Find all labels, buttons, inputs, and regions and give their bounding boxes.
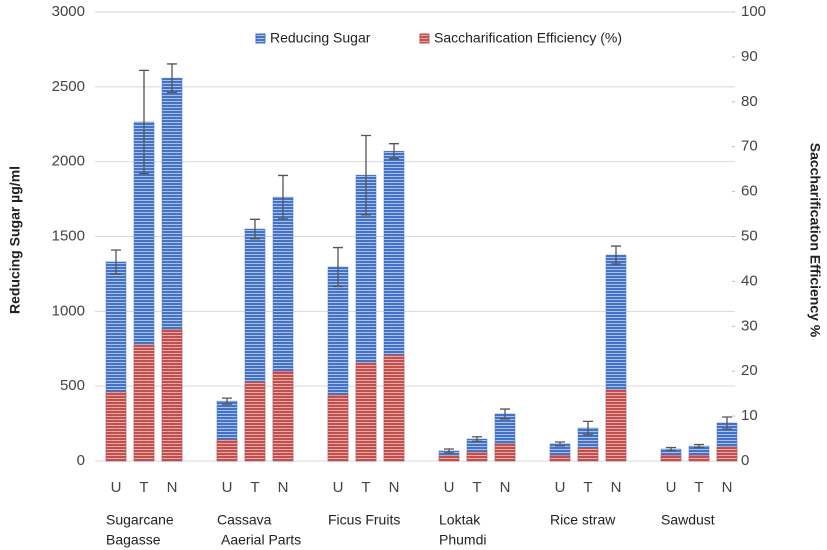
x-tick-label: U xyxy=(555,479,566,496)
x-tick-label: T xyxy=(583,479,592,496)
bar xyxy=(216,439,238,462)
group-label: Aaerial Parts xyxy=(221,532,301,548)
bar xyxy=(438,455,460,462)
legend-swatch xyxy=(255,33,266,44)
y2-tick-label: 90 xyxy=(741,48,758,65)
error-bar xyxy=(278,174,288,220)
y-tick-label: 0 xyxy=(77,452,85,469)
bar xyxy=(355,362,377,462)
error-bar xyxy=(472,436,482,442)
y2-tick-label: 50 xyxy=(741,227,758,244)
x-tick-label: U xyxy=(333,479,344,496)
error-bar xyxy=(250,218,260,240)
group-label: Phumdi xyxy=(439,532,486,548)
y-tick-label: 2500 xyxy=(52,78,85,95)
error-bar xyxy=(694,443,704,449)
error-bar xyxy=(333,246,343,288)
group-label: Sugarcane xyxy=(106,512,174,528)
y2-tick-label: 100 xyxy=(741,3,766,20)
group-label: Ficus Fruits xyxy=(328,512,400,528)
y2-axis-title: Saccharification Efficiency % xyxy=(807,143,823,338)
y2-tick-label: 30 xyxy=(741,317,758,334)
x-tick-label: N xyxy=(389,479,400,496)
y-tick-label: 1500 xyxy=(52,227,85,244)
error-bar xyxy=(139,69,149,175)
y2-tick-label: 80 xyxy=(741,93,758,110)
error-bar xyxy=(666,446,676,452)
bar xyxy=(105,391,127,462)
error-bar xyxy=(500,408,510,420)
error-bar xyxy=(722,416,732,430)
y-tick-label: 500 xyxy=(60,377,85,394)
bar xyxy=(660,454,682,462)
y2-tick-label: 70 xyxy=(741,138,758,155)
x-tick-label: N xyxy=(500,479,511,496)
x-tick-label: U xyxy=(666,479,677,496)
y2-tick-label: 20 xyxy=(741,362,758,379)
x-tick-label: T xyxy=(472,479,481,496)
group-label: Rice straw xyxy=(550,512,616,528)
legend-label: Reducing Sugar xyxy=(270,30,371,46)
bar xyxy=(688,454,710,462)
error-bar xyxy=(167,63,177,94)
error-bar xyxy=(444,448,454,454)
x-tick-label: U xyxy=(111,479,122,496)
x-tick-label: T xyxy=(361,479,370,496)
y-tick-label: 3000 xyxy=(52,3,85,20)
x-tick-label: N xyxy=(167,479,178,496)
x-tick-label: T xyxy=(694,479,703,496)
group-label: Bagasse xyxy=(106,532,161,548)
y2-tick-label: 60 xyxy=(741,183,758,200)
error-bar xyxy=(111,249,121,275)
bar xyxy=(161,329,183,462)
error-bar xyxy=(555,441,565,447)
bar xyxy=(494,443,516,462)
error-bar xyxy=(361,134,371,216)
x-tick-label: N xyxy=(278,479,289,496)
x-tick-label: T xyxy=(250,479,259,496)
legend-label: Saccharification Efficiency (%) xyxy=(434,30,622,46)
y-axis-title: Reducing Sugar µg/ml xyxy=(7,166,23,314)
bar xyxy=(466,451,488,462)
y-tick-label: 2000 xyxy=(52,153,85,170)
x-tick-label: N xyxy=(722,479,733,496)
x-tick-label: N xyxy=(611,479,622,496)
x-tick-label: U xyxy=(444,479,455,496)
y-tick-label: 1000 xyxy=(52,302,85,319)
group-label: Loktak xyxy=(439,512,481,528)
group-label: Cassava xyxy=(217,512,272,528)
bar xyxy=(549,454,571,462)
error-bar xyxy=(583,420,593,436)
error-bar xyxy=(611,245,621,265)
bar xyxy=(383,354,405,462)
x-tick-label: U xyxy=(222,479,233,496)
legend-swatch xyxy=(419,33,430,44)
y2-tick-label: 10 xyxy=(741,407,758,424)
x-tick-label: T xyxy=(139,479,148,496)
y2-tick-label: 40 xyxy=(741,272,758,289)
y2-tick-label: 0 xyxy=(741,452,749,469)
bar xyxy=(605,389,627,462)
error-bar xyxy=(222,397,232,405)
bar xyxy=(133,344,155,462)
bar xyxy=(716,446,738,462)
bar xyxy=(244,381,266,462)
bar xyxy=(577,447,599,462)
bar xyxy=(272,370,294,462)
error-bar xyxy=(389,143,399,160)
bar xyxy=(327,394,349,462)
group-label: Sawdust xyxy=(661,512,715,528)
